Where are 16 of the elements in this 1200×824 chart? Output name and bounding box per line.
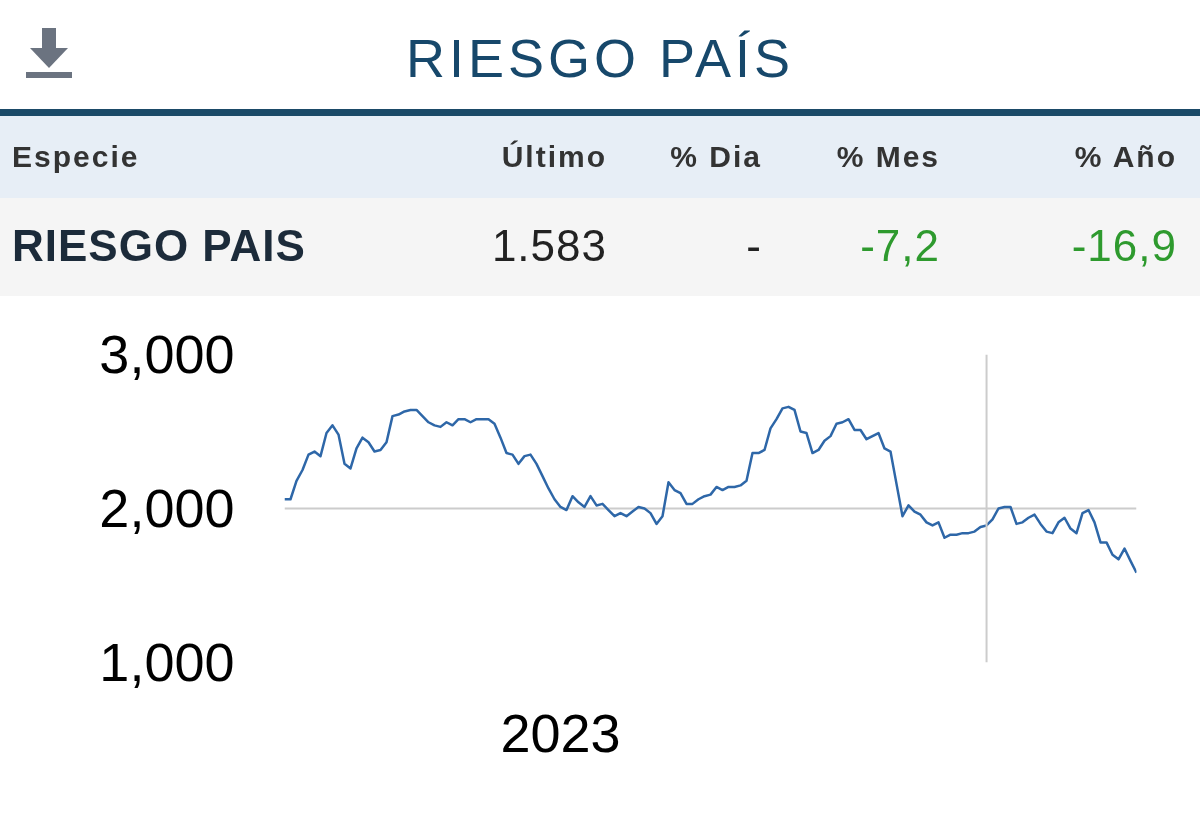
text: % Mes <box>836 139 940 175</box>
text: -7,2 <box>860 220 940 272</box>
y-tick-label: 3,000 <box>99 324 235 384</box>
text: % Dia <box>670 139 762 175</box>
y-tick-label: 1,000 <box>99 632 235 692</box>
text: RIESGO PAIS <box>12 220 306 272</box>
chart-title: RIESGO PAÍS <box>405 28 795 88</box>
text: 1.583 <box>491 220 607 272</box>
x-tick-label: 2023 <box>500 702 621 763</box>
text: -16,9 <box>1071 220 1177 272</box>
text: Especie <box>12 139 140 175</box>
text: - <box>746 220 762 272</box>
y-tick-label: 2,000 <box>99 478 235 538</box>
text: Último <box>501 139 607 175</box>
line-series <box>284 405 1137 574</box>
text: % Año <box>1074 139 1177 175</box>
